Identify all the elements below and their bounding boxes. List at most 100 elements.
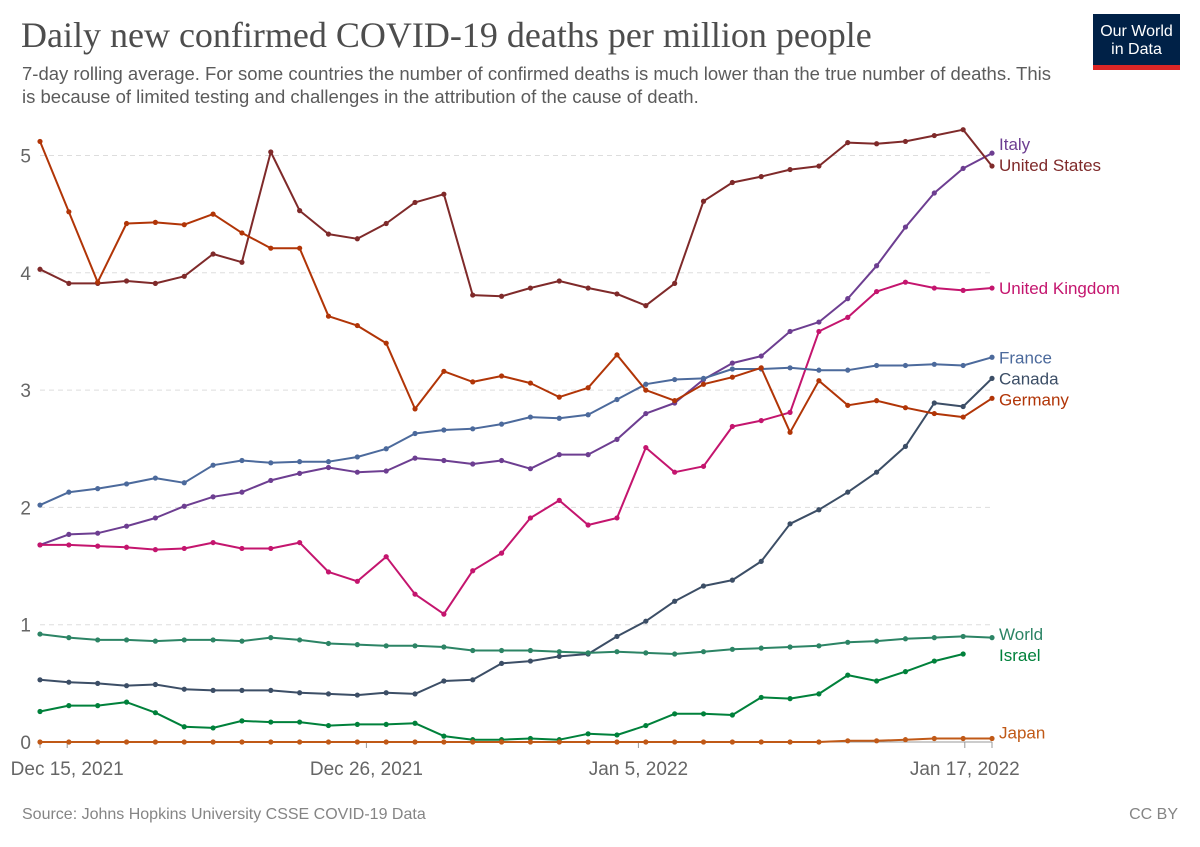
- data-point-united-kingdom-25: [758, 417, 764, 424]
- data-point-canada-6: [210, 687, 216, 693]
- data-point-israel-9: [297, 719, 303, 725]
- data-point-japan-24: [729, 739, 735, 745]
- data-point-united-kingdom-0: [37, 542, 43, 548]
- data-point-israel-19: [585, 731, 591, 737]
- data-point-canada-8: [268, 687, 274, 693]
- data-point-united-kingdom-19: [585, 522, 591, 528]
- data-point-germany-28: [845, 402, 851, 408]
- data-point-world-30: [902, 636, 909, 642]
- data-point-canada-17: [527, 658, 534, 664]
- data-point-italy-1: [66, 531, 72, 537]
- data-point-canada-15: [470, 677, 476, 683]
- data-point-germany-31: [931, 410, 937, 417]
- data-point-france-18: [556, 415, 562, 421]
- logo-line-1: Our World: [1100, 23, 1173, 40]
- data-point-italy-14: [441, 457, 447, 464]
- y-tick-label-3: 3: [20, 381, 31, 402]
- data-point-germany-21: [643, 387, 649, 393]
- data-point-canada-18: [556, 653, 562, 659]
- data-point-germany-33: [989, 395, 995, 401]
- data-point-canada-0: [37, 677, 43, 683]
- data-point-italy-10: [325, 464, 332, 471]
- data-point-france-15: [470, 426, 476, 432]
- data-point-world-12: [383, 643, 389, 649]
- x-tick-label-0: Dec 15, 2021: [11, 759, 124, 780]
- data-point-israel-27: [816, 691, 822, 697]
- data-point-germany-9: [297, 245, 303, 251]
- x-axis: Dec 15, 2021 Dec 26, 2021 Jan 5, 2022 Jan 1…: [11, 741, 1020, 780]
- data-point-world-15: [470, 647, 476, 654]
- data-point-united-kingdom-30: [902, 279, 909, 285]
- data-point-france-4: [152, 475, 158, 481]
- data-point-france-11: [354, 454, 360, 460]
- series-line-japan: [40, 737, 992, 743]
- data-point-world-33: [989, 635, 995, 641]
- data-point-israel-0: [37, 708, 43, 715]
- data-point-israel-28: [845, 672, 851, 678]
- data-point-japan-26: [787, 739, 793, 745]
- data-point-france-13: [412, 430, 418, 437]
- data-point-united-states-11: [354, 236, 360, 242]
- data-point-israel-30: [902, 669, 909, 675]
- license-label[interactable]: CC BY: [1129, 806, 1178, 823]
- x-tick-label-2: Jan 5, 2022: [589, 759, 688, 780]
- data-point-canada-4: [152, 681, 158, 688]
- data-point-united-kingdom-15: [470, 568, 476, 574]
- data-point-united-states-26: [787, 166, 793, 173]
- data-point-canada-14: [441, 678, 447, 684]
- data-point-canada-25: [758, 558, 764, 564]
- data-point-canada-10: [325, 691, 332, 697]
- data-point-canada-32: [960, 403, 966, 410]
- series-line-world: [39, 633, 993, 655]
- data-point-united-states-27: [816, 163, 822, 169]
- data-point-world-32: [960, 633, 966, 640]
- series-label-united-states: United States: [999, 156, 1101, 175]
- data-point-canada-24: [729, 577, 735, 583]
- series-line-italy: [39, 152, 993, 546]
- data-point-united-kingdom-1: [66, 542, 72, 548]
- y-tick-label-1: 1: [20, 616, 31, 637]
- data-point-world-29: [874, 638, 880, 644]
- data-point-united-kingdom-32: [960, 287, 966, 293]
- data-point-italy-11: [354, 469, 360, 475]
- data-point-italy-27: [816, 319, 822, 325]
- source-note[interactable]: Source: Johns Hopkins University CSSE CO…: [22, 806, 426, 823]
- data-point-france-5: [181, 480, 187, 486]
- data-point-world-11: [354, 642, 360, 648]
- data-point-united-states-10: [325, 231, 332, 237]
- y-tick-label-0: 0: [20, 733, 31, 754]
- data-point-united-kingdom-9: [297, 539, 303, 546]
- data-point-israel-6: [210, 725, 216, 731]
- data-point-germany-17: [527, 380, 534, 386]
- data-point-canada-30: [902, 443, 909, 450]
- data-point-united-states-33: [989, 163, 995, 169]
- data-point-united-kingdom-20: [614, 515, 620, 521]
- data-point-united-states-29: [874, 141, 880, 147]
- data-point-italy-19: [585, 452, 591, 458]
- data-point-japan-29: [874, 738, 880, 744]
- data-point-germany-27: [816, 378, 822, 384]
- data-point-germany-10: [325, 313, 332, 319]
- data-point-united-kingdom-12: [383, 554, 389, 560]
- data-point-israel-24: [729, 712, 735, 718]
- y-tick-label-5: 5: [20, 147, 31, 168]
- data-point-united-kingdom-4: [152, 547, 158, 553]
- series-label-united-kingdom: United Kingdom: [999, 279, 1120, 298]
- data-point-united-kingdom-11: [354, 578, 360, 584]
- data-point-italy-3: [123, 523, 130, 529]
- our-world-in-data-logo[interactable]: Our World in Data: [1093, 14, 1180, 70]
- data-point-italy-15: [470, 461, 476, 467]
- data-point-world-8: [268, 635, 274, 641]
- data-point-world-31: [931, 635, 937, 641]
- data-point-united-states-23: [700, 198, 707, 204]
- data-point-italy-28: [845, 296, 851, 302]
- data-point-japan-17: [527, 739, 534, 745]
- data-point-united-states-12: [383, 220, 389, 227]
- data-point-france-23: [700, 375, 707, 381]
- data-point-italy-17: [527, 466, 534, 472]
- data-point-japan-23: [700, 739, 707, 745]
- data-point-france-1: [66, 489, 72, 495]
- data-point-france-19: [585, 412, 591, 418]
- data-point-france-17: [527, 414, 534, 420]
